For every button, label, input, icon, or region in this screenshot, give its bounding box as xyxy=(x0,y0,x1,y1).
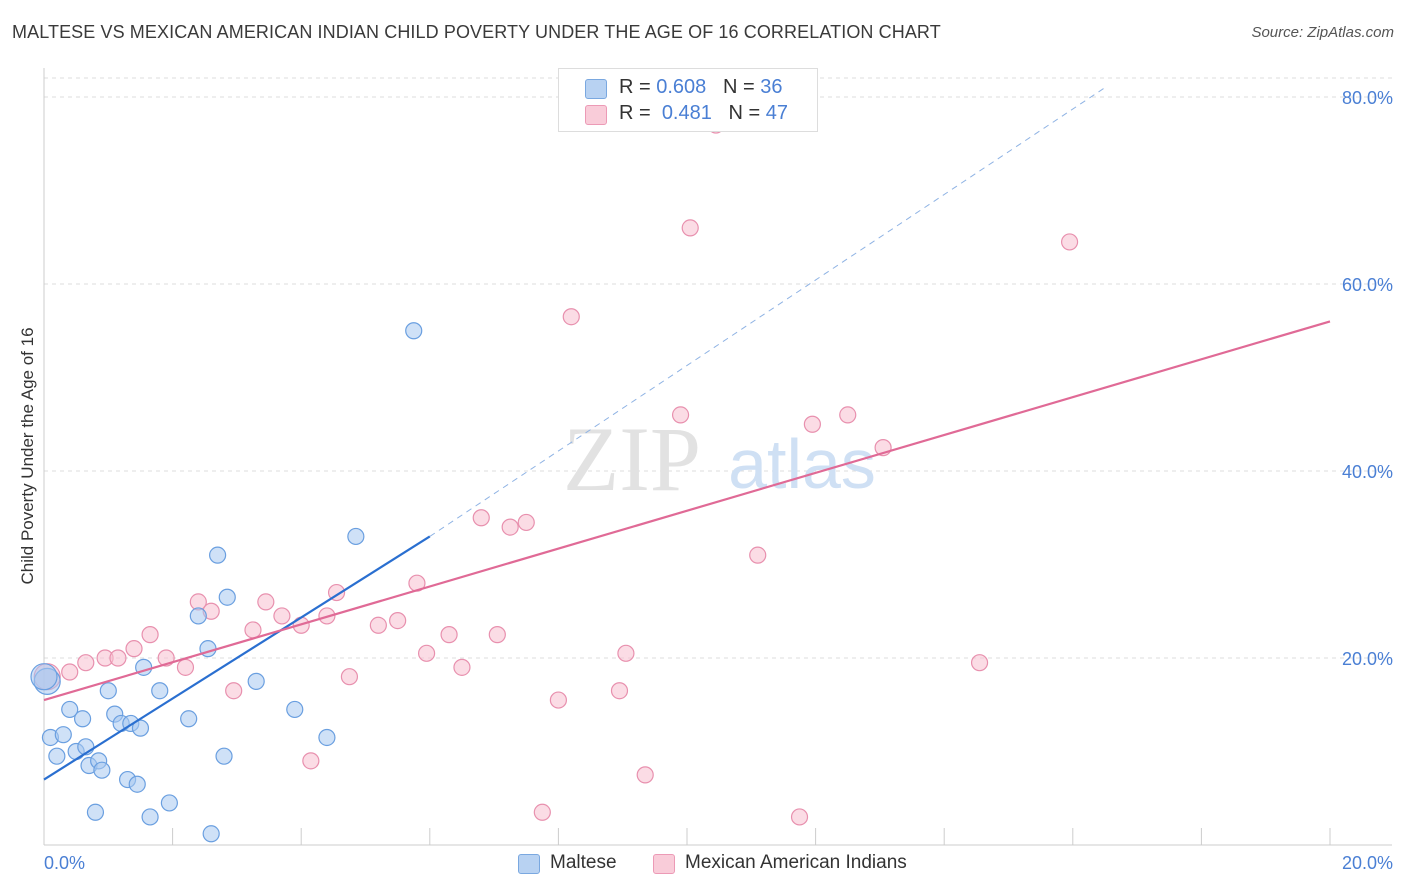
mexican-point xyxy=(257,593,275,611)
y-tick-label: 80.0% xyxy=(1342,88,1393,108)
grid-lines xyxy=(44,77,1392,659)
axes xyxy=(43,68,1392,846)
mexican-point xyxy=(1060,233,1079,251)
x-tick-label: 0.0% xyxy=(44,853,85,873)
legend-n-label: N = xyxy=(722,76,761,98)
mexican-point xyxy=(488,626,506,644)
maltese-point xyxy=(189,607,207,625)
x-tick-label: 20.0% xyxy=(1342,853,1393,873)
mexican-point xyxy=(176,658,195,676)
y-tick-label: 20.0% xyxy=(1342,649,1393,669)
mexican-point xyxy=(109,649,127,667)
maltese-point xyxy=(202,825,220,843)
maltese-point xyxy=(318,728,336,747)
bottom-legend-label-maltese: Maltese xyxy=(550,852,617,873)
mexican-point xyxy=(61,663,79,681)
mexican-point xyxy=(273,607,291,625)
mexican-point xyxy=(636,766,654,784)
maltese-point xyxy=(86,803,105,821)
maltese-point xyxy=(247,672,265,690)
maltese-point xyxy=(73,710,92,728)
maltese-trend-line xyxy=(43,535,431,781)
mexican-point xyxy=(970,654,989,672)
correlation-legend: R = 0.608 N = 36 R = 0.481 N = 47 xyxy=(558,68,818,132)
maltese-point xyxy=(131,719,150,737)
maltese-point xyxy=(286,700,304,719)
mexican-point xyxy=(141,626,159,644)
maltese-point xyxy=(151,682,169,700)
maltese-point xyxy=(405,322,423,340)
legend-r-value: 0.608 xyxy=(656,76,707,98)
mexican-point xyxy=(340,668,359,686)
watermark-zip: ZIP xyxy=(563,408,701,510)
trend-lines xyxy=(43,87,1331,781)
data-points xyxy=(30,107,1079,843)
mexican-point xyxy=(671,406,690,424)
chart-title: MALTESE VS MEXICAN AMERICAN INDIAN CHILD… xyxy=(12,22,941,42)
maltese-point xyxy=(215,747,233,765)
mexican-point xyxy=(517,513,535,532)
mexican-point xyxy=(803,415,821,433)
bottom-legend-label-mexican: Mexican American Indians xyxy=(685,852,907,873)
mexican-point xyxy=(790,808,809,826)
maltese-point xyxy=(180,710,198,728)
mexican-point xyxy=(472,509,490,527)
mexican-point xyxy=(369,616,387,634)
mexican-point xyxy=(77,654,95,672)
mexican-point xyxy=(453,658,471,676)
bottom-legend-swatch-mexican xyxy=(653,854,675,874)
legend-r-value: 0.481 xyxy=(661,102,712,124)
mexican-point xyxy=(501,518,519,536)
maltese-trend-extension xyxy=(429,87,1106,537)
mexican-trend-line xyxy=(43,320,1331,702)
watermark: ZIP atlas xyxy=(563,408,876,510)
maltese-point xyxy=(218,588,236,606)
maltese-point xyxy=(61,700,79,719)
mexican-point xyxy=(244,621,262,639)
mexican-point xyxy=(417,644,436,662)
maltese-point xyxy=(30,663,58,691)
legend-n-value: 36 xyxy=(760,76,783,98)
mexican-point xyxy=(549,691,568,709)
mexican-point xyxy=(533,803,551,821)
maltese-point xyxy=(209,546,227,564)
maltese-point xyxy=(93,761,111,779)
maltese-point xyxy=(141,808,159,826)
y-tick-label: 60.0% xyxy=(1342,275,1393,295)
mexican-point xyxy=(225,682,243,700)
legend-r-label: R = xyxy=(619,76,657,98)
legend-swatch-maltese xyxy=(585,79,607,99)
legend-swatch-mexican xyxy=(585,105,607,125)
mexican-point xyxy=(839,406,857,424)
mexican-point xyxy=(562,308,580,326)
maltese-point xyxy=(160,794,178,812)
mexican-point xyxy=(440,626,458,644)
maltese-point xyxy=(48,747,66,765)
mexican-point xyxy=(302,752,320,770)
mexican-point xyxy=(749,546,767,564)
watermark-atlas: atlas xyxy=(728,425,876,503)
tick-labels: 20.0% 40.0% 60.0% 80.0% 0.0% 20.0% xyxy=(44,88,1393,873)
legend-n-label: N = xyxy=(728,102,766,124)
maltese-point xyxy=(347,527,365,546)
y-tick-label: 40.0% xyxy=(1342,462,1393,482)
maltese-point xyxy=(128,775,146,793)
maltese-point xyxy=(54,726,72,744)
mexican-point xyxy=(681,219,699,237)
mexican-point xyxy=(617,644,635,662)
mexican-point xyxy=(610,682,629,700)
bottom-legend-swatch-maltese xyxy=(518,854,540,874)
mexican-point xyxy=(389,611,407,630)
maltese-point xyxy=(99,682,117,700)
mexican-point xyxy=(125,640,143,658)
legend-r-label: R = xyxy=(619,102,657,124)
chart-source: Source: ZipAtlas.com xyxy=(1251,24,1394,41)
legend-n-value: 47 xyxy=(765,102,789,124)
